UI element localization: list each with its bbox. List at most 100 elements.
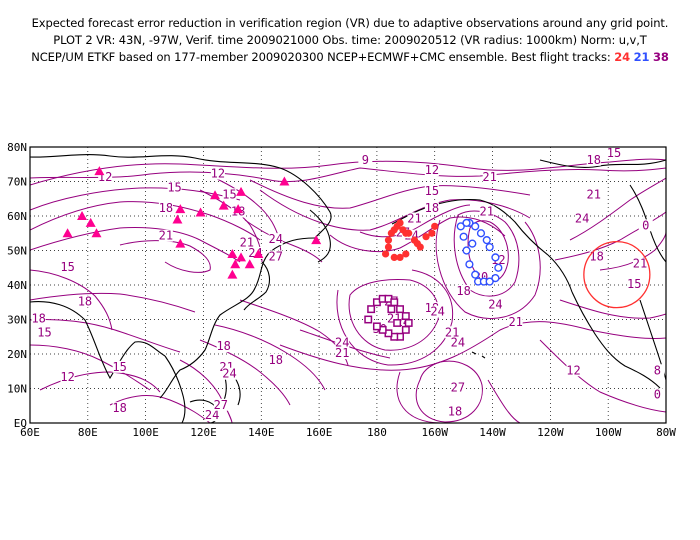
contour-line [329, 216, 506, 253]
lon-tick-label: 160E [306, 426, 333, 439]
contour-line [487, 379, 521, 423]
contour-label-bg [37, 326, 52, 339]
contour-label: 24 [269, 232, 283, 246]
contour-line [554, 211, 666, 261]
contour-label-bg [60, 260, 75, 273]
contour-line [435, 219, 541, 319]
track-red-point [422, 233, 430, 241]
track-blue-point [471, 270, 480, 279]
contour-label: 21 [480, 205, 494, 219]
contour-line [415, 360, 483, 423]
observation-site-marker [77, 211, 88, 220]
contour-label-bg [60, 371, 75, 384]
contour-label-bg [482, 171, 497, 184]
lon-tick-label: 100W [595, 426, 622, 439]
contour-line [39, 371, 161, 393]
track-blue-point [462, 246, 471, 255]
contour-line [259, 189, 531, 231]
contour-label-bg [77, 295, 92, 308]
coastline-hawaii [471, 351, 486, 359]
contour-label: 12 [211, 167, 225, 181]
contour-label: 24 [451, 336, 465, 350]
track-purple-point [372, 322, 381, 331]
observation-site-marker [172, 214, 183, 224]
contour-label: 15 [112, 360, 126, 374]
contour-label-bg [216, 340, 231, 353]
observation-site-marker [230, 259, 241, 269]
lat-tick-label: 40N [7, 279, 27, 292]
contour-line [539, 339, 666, 413]
contour-label: 27 [269, 249, 283, 263]
contour-label-bg [445, 326, 460, 339]
contour-label: 24 [222, 367, 236, 381]
contour-label-bg [586, 153, 601, 166]
track-red-point [405, 229, 413, 237]
contour-label: 15 [627, 277, 641, 291]
contour-label: 21 [159, 229, 173, 243]
contour-label: 18 [78, 294, 92, 308]
track-purple-point [390, 298, 399, 307]
contour-label-bg [31, 312, 46, 325]
contour-line [249, 179, 531, 209]
lat-tick-label: EQ [14, 417, 27, 430]
header-line-3-text: NCEP/UM ETKF based on 177-member 2009020… [31, 50, 611, 64]
contour-line [453, 210, 520, 297]
contour-line [244, 219, 323, 263]
track-purple-point [401, 325, 410, 334]
contour-label-bg [358, 153, 373, 166]
contour-line [467, 220, 509, 283]
contour-line [30, 344, 151, 391]
contour-label-bg [447, 405, 462, 418]
track-red-point [384, 243, 393, 251]
contour-label: 18 [31, 312, 45, 326]
contour-label-bg [589, 250, 604, 263]
track-blue-point [485, 242, 494, 252]
observation-sites [62, 166, 322, 279]
contour-line [348, 279, 440, 351]
header-line-3: NCEP/UM ETKF based on 177-member 2009020… [0, 49, 700, 66]
contour-label-bg [407, 212, 422, 225]
track-blue-point [456, 222, 465, 231]
track-blue-point [468, 239, 477, 248]
track-blue-point [482, 236, 491, 245]
contour-label: 21 [240, 236, 254, 250]
contour-line [359, 204, 471, 238]
contour-label-bg [638, 219, 653, 232]
track-red-point [396, 253, 404, 261]
lat-tick-label: 50N [7, 245, 27, 258]
contour-line [109, 395, 211, 423]
contour-label: 21 [508, 315, 522, 329]
contour-label-bg [167, 181, 182, 194]
contour-line [30, 201, 261, 241]
observation-site-marker [279, 176, 290, 186]
track-blue-point [491, 274, 500, 283]
track-label-red: 24 [614, 50, 631, 64]
contour-label: 21 [633, 256, 647, 270]
contour-line [30, 319, 181, 353]
coastline-aleutians [391, 209, 421, 225]
track-red-point [396, 219, 404, 227]
contour-label: 21 [335, 346, 349, 360]
contour-label: 24 [430, 305, 444, 319]
observation-site-marker [236, 252, 247, 262]
track-blue-point [491, 253, 500, 262]
observation-site-marker [85, 217, 96, 227]
track-blue-point [465, 260, 474, 269]
contour-label: 15 [222, 187, 236, 201]
observation-site-marker [311, 235, 322, 245]
coastline-kamchatka [309, 209, 331, 263]
contour-line [279, 321, 666, 371]
contour-label: 15 [37, 325, 51, 339]
contour-label: 9 [362, 153, 369, 167]
lat-tick-label: 70N [7, 176, 27, 189]
lon-tick-label: 140W [479, 426, 506, 439]
lat-tick-label: 60N [7, 210, 27, 223]
contour-label-bg [424, 184, 439, 197]
lat-tick-label: 80N [7, 141, 27, 154]
contour-label: 21 [445, 325, 459, 339]
contour-label-bg [112, 402, 127, 415]
contour-label-bg [158, 202, 173, 215]
contour-line [336, 269, 454, 366]
contour-line [599, 231, 666, 271]
